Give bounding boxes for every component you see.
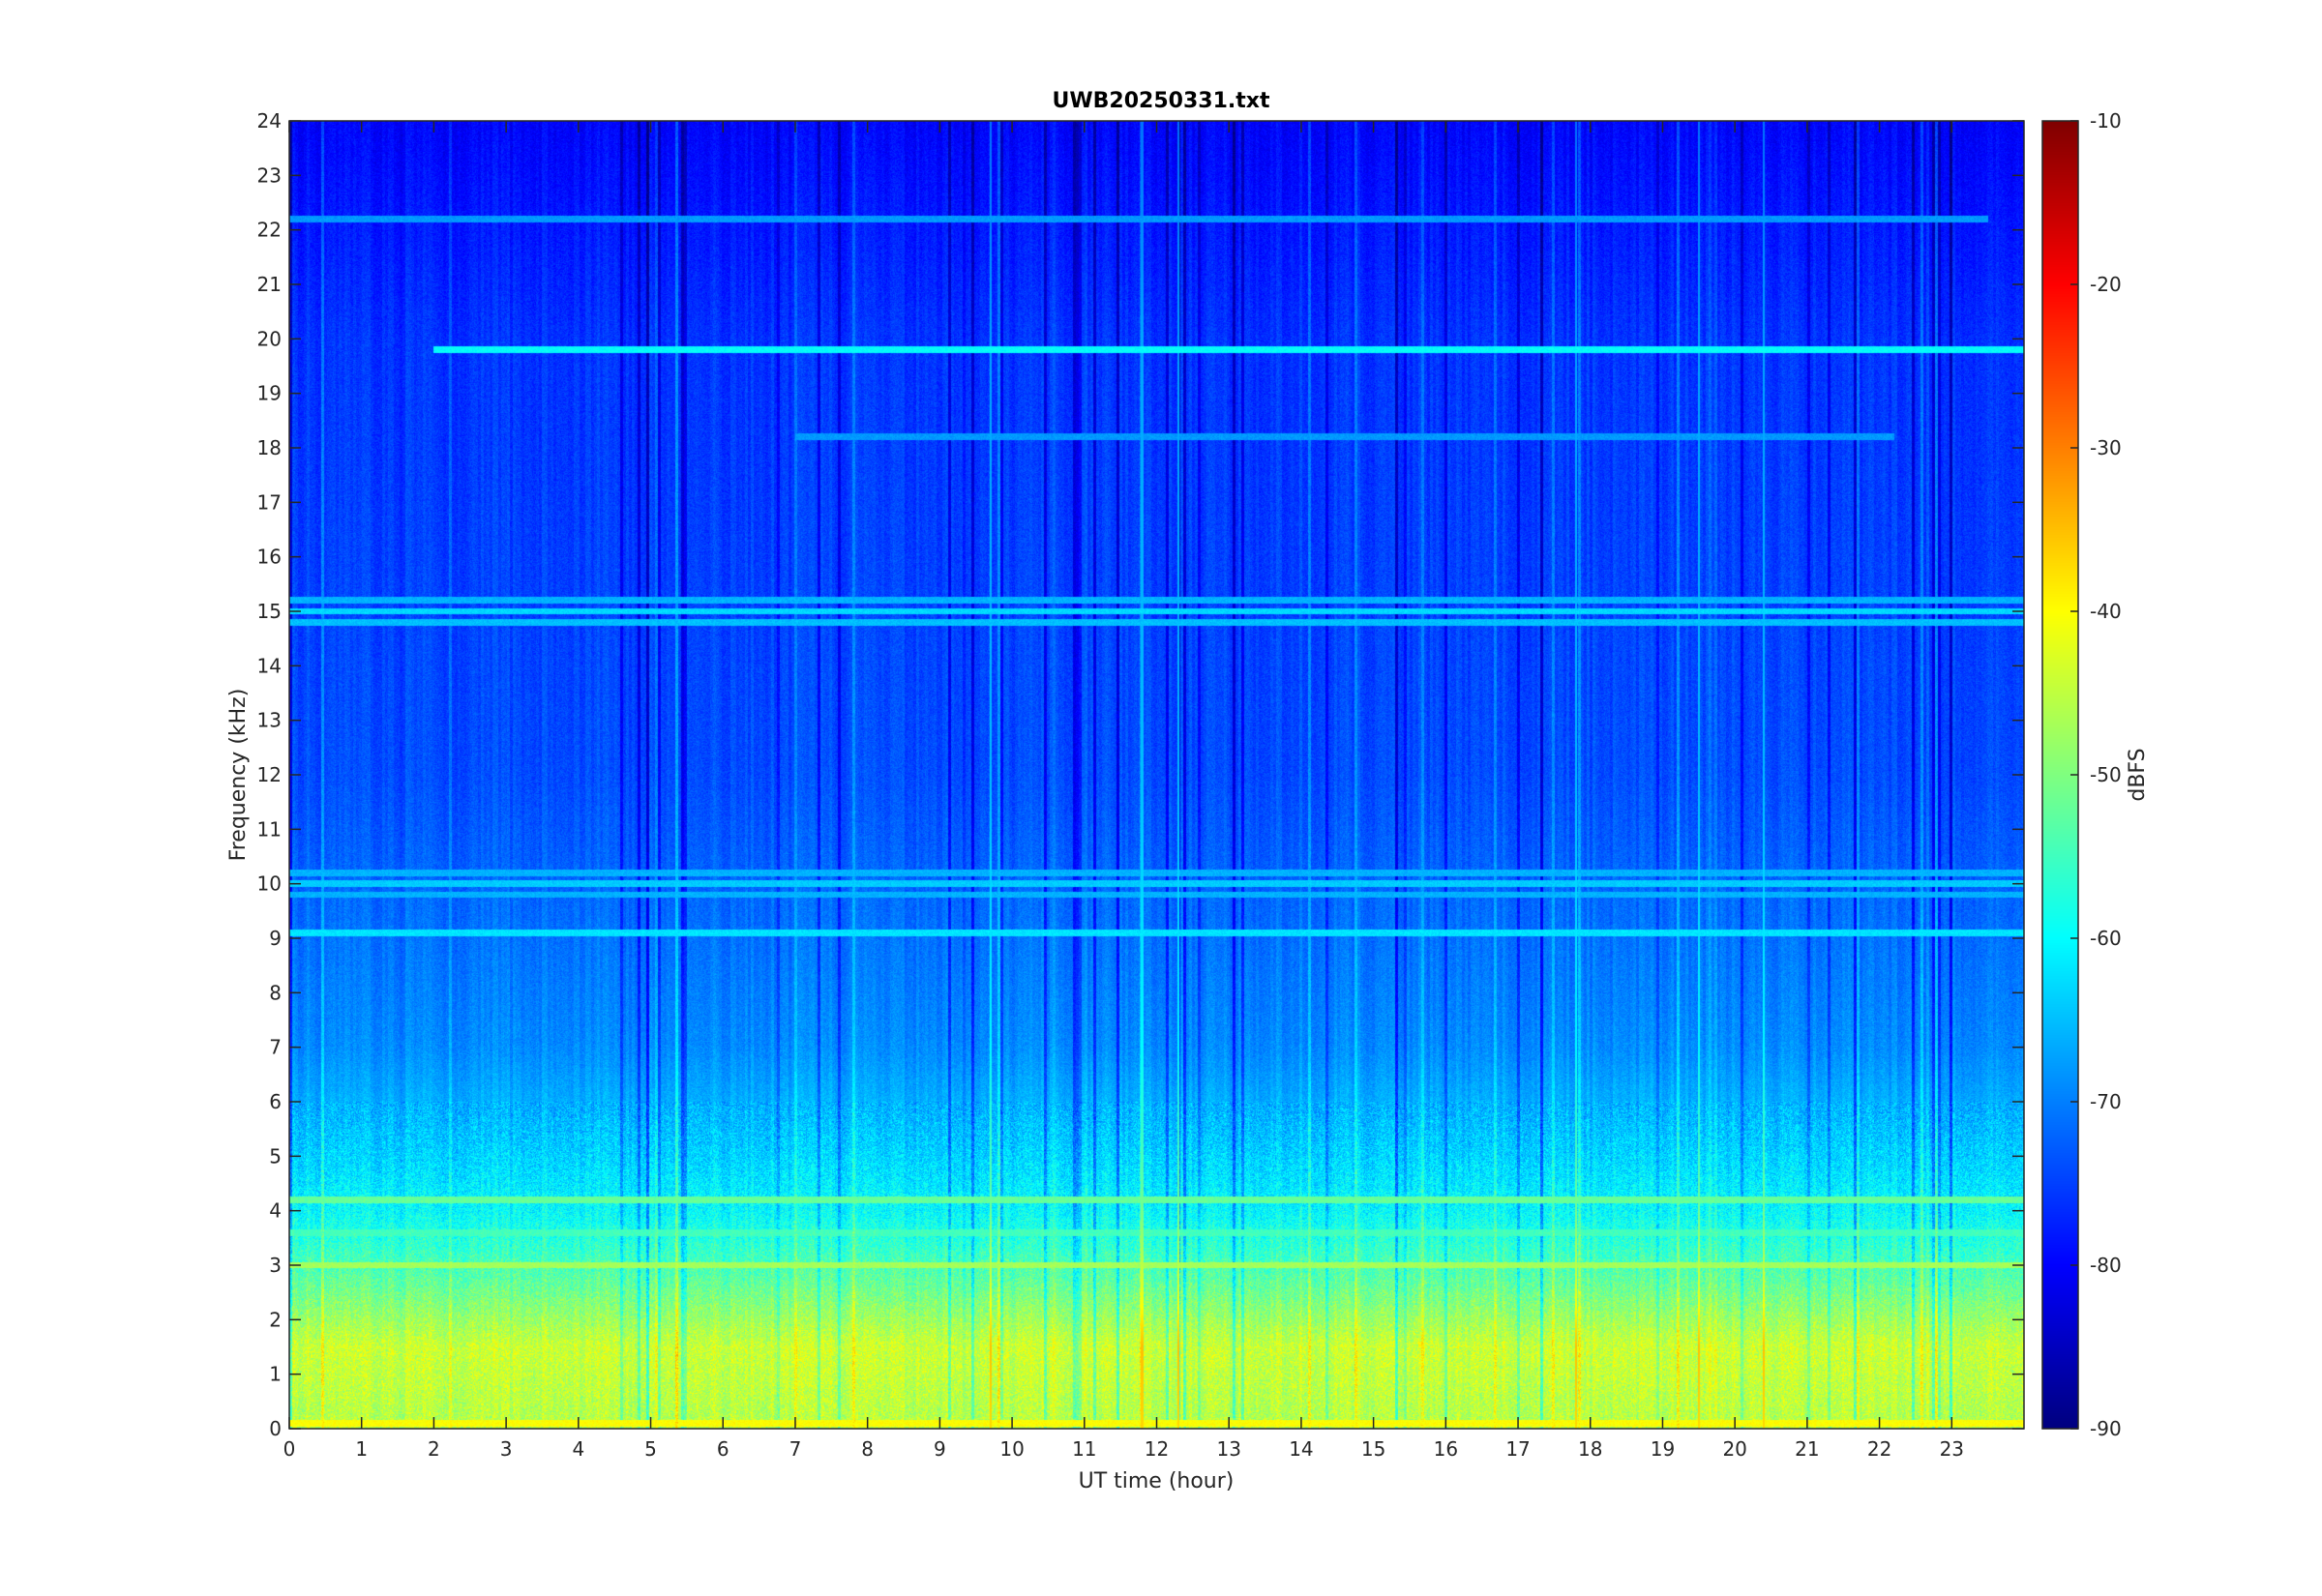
x-tick-label: 3 — [500, 1437, 513, 1461]
x-tick-label: 13 — [1216, 1437, 1240, 1461]
y-tick-label: 1 — [269, 1363, 282, 1386]
x-axis: 0 1 2 3 4 5 6 7 8 9 10 11 12 13 14 15 16 17 18 19 20 21 22 23 — [283, 121, 1964, 1461]
x-tick-label: 16 — [1434, 1437, 1458, 1461]
colorbar-tick-label: -80 — [2090, 1254, 2122, 1277]
colorbar-tick-label: -20 — [2090, 273, 2122, 296]
y-tick-label: 2 — [269, 1308, 282, 1331]
y-tick-label: 18 — [257, 436, 282, 459]
spectrogram-plot-area — [289, 121, 2024, 1429]
y-tick-label: 21 — [257, 273, 282, 296]
x-axis-label: UT time (hour) — [1079, 1469, 1235, 1493]
colorbar-tick-label: -30 — [2090, 436, 2122, 459]
x-tick-label: 23 — [1940, 1437, 1964, 1461]
x-tick-label: 0 — [283, 1437, 296, 1461]
colorbar-tick-label: -90 — [2090, 1417, 2122, 1440]
y-tick-label: 15 — [257, 600, 282, 623]
colorbar-tick-label: -60 — [2090, 927, 2122, 950]
y-tick-label: 17 — [257, 490, 282, 514]
colorbar-tick-label: -70 — [2090, 1090, 2122, 1113]
x-tick-label: 19 — [1651, 1437, 1675, 1461]
y-tick-label: 10 — [257, 872, 282, 896]
y-tick-label: 16 — [257, 546, 282, 569]
y-tick-label: 4 — [269, 1199, 282, 1223]
y-tick-label: 3 — [269, 1254, 282, 1277]
y-tick-label: 19 — [257, 382, 282, 405]
x-tick-label: 4 — [572, 1437, 584, 1461]
colorbar-tick-label: -40 — [2090, 600, 2122, 623]
x-tick-label: 18 — [1578, 1437, 1602, 1461]
y-tick-label: 7 — [269, 1036, 282, 1059]
y-tick-label: 8 — [269, 981, 282, 1004]
y-tick-label: 24 — [257, 109, 282, 133]
y-tick-label: 22 — [257, 219, 282, 242]
x-tick-label: 15 — [1361, 1437, 1385, 1461]
colorbar-axis: -90 -80 -70 -60 -50 -40 -30 -20 -10 — [2070, 109, 2122, 1440]
chart-title: UWB20250331.txt — [1053, 89, 1270, 113]
x-tick-label: 12 — [1145, 1437, 1169, 1461]
x-tick-label: 21 — [1795, 1437, 1819, 1461]
x-tick-label: 1 — [355, 1437, 368, 1461]
y-tick-label: 23 — [257, 163, 282, 187]
x-tick-label: 2 — [428, 1437, 440, 1461]
x-tick-label: 14 — [1289, 1437, 1313, 1461]
colorbar-label: dBFS — [2126, 748, 2150, 801]
colorbar-tick-label: -50 — [2090, 763, 2122, 786]
x-tick-label: 22 — [1867, 1437, 1891, 1461]
x-tick-label: 5 — [644, 1437, 657, 1461]
x-tick-label: 6 — [717, 1437, 729, 1461]
x-tick-label: 9 — [934, 1437, 946, 1461]
y-tick-label: 12 — [257, 763, 282, 786]
y-tick-label: 14 — [257, 654, 282, 677]
y-tick-label: 5 — [269, 1144, 282, 1167]
y-tick-label: 0 — [269, 1417, 282, 1440]
colorbar-tick-label: -10 — [2090, 109, 2122, 133]
x-tick-label: 17 — [1505, 1437, 1530, 1461]
y-tick-label: 13 — [257, 709, 282, 732]
x-tick-label: 8 — [861, 1437, 874, 1461]
y-tick-label: 20 — [257, 327, 282, 350]
x-tick-label: 7 — [789, 1437, 802, 1461]
y-axis-label: Frequency (kHz) — [226, 689, 251, 862]
x-tick-label: 11 — [1072, 1437, 1096, 1461]
y-tick-label: 9 — [269, 927, 282, 950]
x-tick-label: 20 — [1722, 1437, 1746, 1461]
y-tick-label: 6 — [269, 1090, 282, 1113]
y-tick-label: 11 — [257, 817, 282, 841]
x-tick-label: 10 — [999, 1437, 1024, 1461]
